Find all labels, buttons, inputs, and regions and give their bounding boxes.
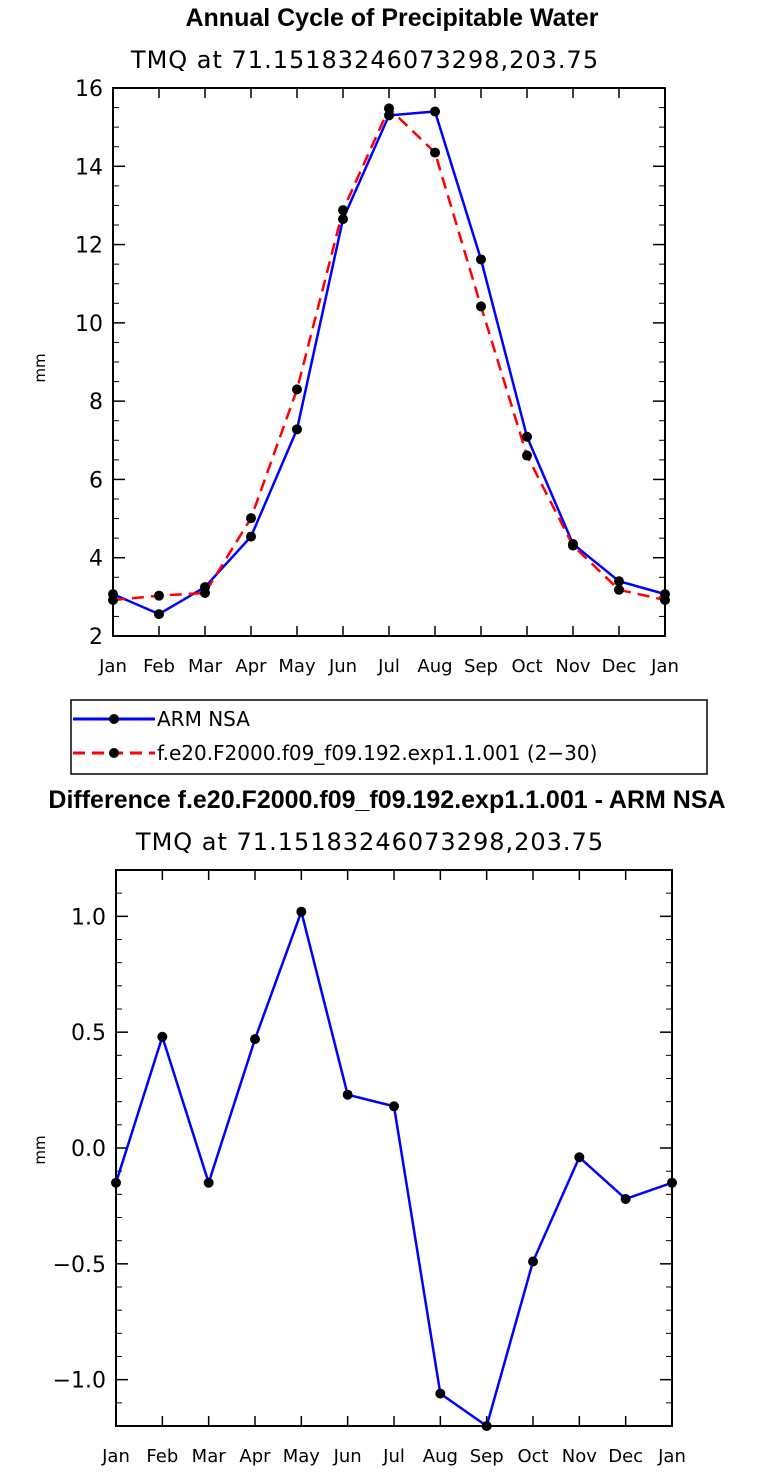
legend-label-model: f.e20.F2000.f09_f09.192.exp1.1.001 (2−30…	[157, 741, 597, 765]
chart2-xtick-label: Feb	[146, 1446, 178, 1467]
chart1-plot: Jan Feb Mar Apr May Jun Jul Aug Sep Oct Nov Dec Jan 2…	[75, 77, 679, 677]
chart1-ylabel: mm	[31, 353, 49, 382]
chart2-series-0-point	[435, 1388, 446, 1399]
chart1-subtitle: TMQ at 71.15183246073298,203.75	[130, 46, 599, 74]
chart1-series-0-point	[246, 531, 256, 542]
chart2-series-line-0	[114, 907, 673, 1429]
chart2-series-0-point	[620, 1193, 631, 1204]
chart1-ytick-label: 16	[75, 77, 103, 102]
chart1-xtick-label: May	[278, 656, 316, 677]
chart2-ytick-label: −0.5	[53, 1253, 106, 1278]
chart2-plot: Jan Feb Mar Apr May Jun Jul Aug Sep Oct Nov Dec Jan −…	[53, 869, 686, 1467]
chart1-series-1-point	[568, 540, 578, 551]
chart2-series-0-point	[157, 1031, 168, 1042]
chart1-series-1-point	[384, 103, 394, 114]
chart1-title: Annual Cycle of Precipitable Water	[185, 4, 598, 32]
chart1-series-line-1	[112, 106, 666, 602]
chart2-xtick-label: Jan	[101, 1446, 130, 1467]
chart1-xtick-label: Jan	[98, 656, 127, 677]
chart2-xtick-label: Aug	[423, 1446, 458, 1467]
legend-marker-model	[109, 748, 119, 758]
chart1-series-0-point	[338, 214, 348, 225]
chart1-series-1-point	[108, 594, 118, 605]
chart2-xtick-label: Jul	[382, 1446, 405, 1467]
chart1-series-1-point	[522, 450, 532, 461]
chart2-xtick-label: Jun	[333, 1446, 362, 1467]
chart1-xtick-label: Jun	[328, 656, 357, 677]
chart1-xtick-label: Jul	[377, 656, 400, 677]
chart2-series-0-point	[574, 1152, 585, 1163]
chart1-series-1-point	[614, 584, 624, 595]
chart1-series-0-point	[522, 431, 532, 442]
chart1-series-0-point	[476, 254, 486, 265]
chart2-subtitle: TMQ at 71.15183246073298,203.75	[135, 828, 604, 856]
chart1-xtick-label: Apr	[235, 656, 267, 677]
chart2-series-0-point	[250, 1034, 260, 1045]
chart2-ylabel: mm	[31, 1135, 49, 1164]
chart1-series-1-point	[338, 205, 348, 216]
chart2-series-0-point	[342, 1089, 353, 1100]
chart2-xtick-label: Sep	[470, 1446, 504, 1467]
chart2-xtick-label: Mar	[192, 1446, 227, 1467]
chart2-xtick-label: Dec	[608, 1446, 643, 1467]
chart1-ytick-label: 14	[75, 155, 103, 180]
chart1-xtick-label: Jan	[650, 656, 679, 677]
chart1-series-0-point	[430, 106, 440, 117]
chart1-series-1-point	[246, 513, 256, 524]
chart2-frame	[115, 869, 673, 1427]
chart2-series-0-point	[667, 1177, 677, 1188]
chart2-ytick-label: 1.0	[71, 905, 106, 930]
chart1-ytick-label: 4	[89, 547, 103, 572]
chart2-xtick-label: Oct	[517, 1446, 548, 1467]
chart1-series-line-0	[112, 110, 666, 616]
chart1-ytick-label: 12	[75, 234, 103, 259]
chart2-xtick-label: May	[283, 1446, 321, 1467]
chart1-ytick-label: 10	[75, 312, 103, 337]
chart2-title: Difference f.e20.F2000.f09_f09.192.exp1.…	[48, 786, 725, 814]
chart2-xtick-label: Jan	[657, 1446, 686, 1467]
chart2-series-0-point	[203, 1177, 214, 1188]
chart1-series-0-point	[154, 609, 164, 620]
chart2-series-0-point	[111, 1177, 121, 1188]
chart1-series-1-point	[292, 384, 302, 395]
chart2-series-0-point	[389, 1101, 399, 1112]
chart1-xtick-label: Oct	[511, 656, 542, 677]
chart1-xtick-label: Nov	[555, 656, 590, 677]
chart1-series-1-point	[660, 594, 670, 605]
chart1-ytick-label: 2	[89, 625, 103, 650]
chart1-xtick-label: Feb	[143, 656, 175, 677]
chart2-series-0-point	[296, 906, 307, 917]
chart1-series-0-point	[614, 576, 624, 587]
legend-label-arm: ARM NSA	[157, 707, 250, 731]
legend-box	[70, 699, 708, 775]
chart2-xtick-label: Nov	[562, 1446, 597, 1467]
chart1-xtick-label: Sep	[464, 656, 498, 677]
chart1-xtick-label: Aug	[417, 656, 452, 677]
chart1-xtick-label: Dec	[602, 656, 637, 677]
legend: ARM NSA f.e20.F2000.f09_f09.192.exp1.1.0…	[70, 699, 708, 775]
chart1-series-0-point	[292, 424, 302, 435]
chart1-series-0-point	[384, 110, 394, 121]
chart2-ytick-label: 0.5	[71, 1021, 106, 1046]
chart2-series-0-point	[481, 1421, 492, 1431]
chart2-ytick-label: 0.0	[71, 1137, 106, 1162]
chart2-ytick-label: −1.0	[53, 1369, 106, 1394]
chart1-series-1-point	[430, 147, 440, 158]
chart1-series-1-point	[200, 587, 210, 598]
chart1-series-1-point	[476, 301, 486, 312]
chart2-series-0-point	[528, 1256, 538, 1267]
legend-marker-arm	[109, 714, 119, 724]
chart1-ytick-label: 6	[89, 468, 103, 493]
chart1-ytick-label: 8	[89, 390, 103, 415]
chart1-series-1-point	[154, 590, 164, 601]
chart2-xtick-label: Apr	[239, 1446, 271, 1467]
chart1-xtick-label: Mar	[188, 656, 223, 677]
